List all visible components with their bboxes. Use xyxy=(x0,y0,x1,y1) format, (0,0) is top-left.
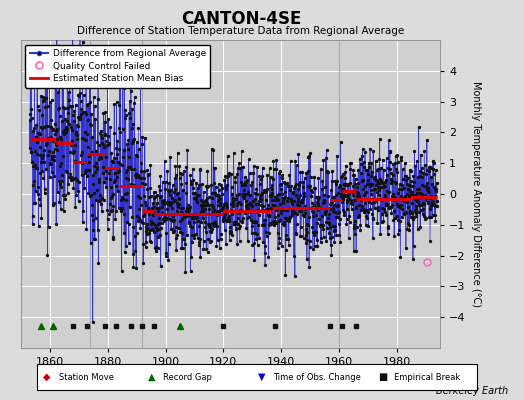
Text: Empirical Break: Empirical Break xyxy=(394,373,460,382)
Text: Record Gap: Record Gap xyxy=(163,373,212,382)
Text: Berkeley Earth: Berkeley Earth xyxy=(436,386,508,396)
Text: ▲: ▲ xyxy=(148,372,156,382)
Text: ■: ■ xyxy=(378,372,387,382)
Text: Difference of Station Temperature Data from Regional Average: Difference of Station Temperature Data f… xyxy=(78,26,405,36)
Text: ▼: ▼ xyxy=(258,372,266,382)
Text: CANTON-4SE: CANTON-4SE xyxy=(181,10,301,28)
Text: ◆: ◆ xyxy=(43,372,51,382)
Legend: Difference from Regional Average, Quality Control Failed, Estimated Station Mean: Difference from Regional Average, Qualit… xyxy=(26,44,210,88)
Text: Time of Obs. Change: Time of Obs. Change xyxy=(274,373,362,382)
Text: Station Move: Station Move xyxy=(59,373,114,382)
Y-axis label: Monthly Temperature Anomaly Difference (°C): Monthly Temperature Anomaly Difference (… xyxy=(471,81,481,307)
